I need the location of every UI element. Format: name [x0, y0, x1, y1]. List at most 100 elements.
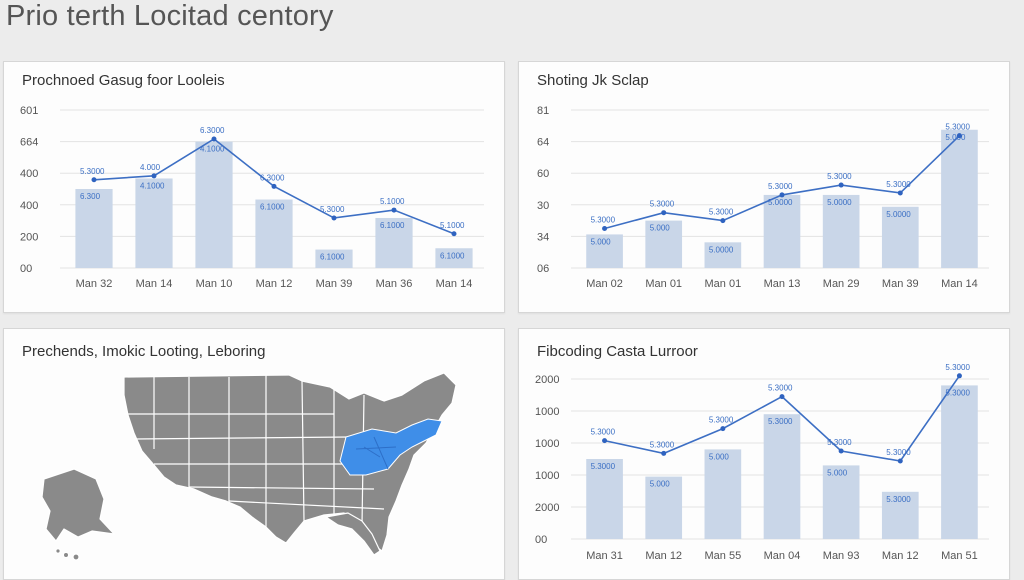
x-tick-label: Man 12: [645, 550, 682, 562]
bar-data-label: 5.000: [591, 237, 612, 246]
y-tick-label: 1000: [535, 406, 559, 418]
x-tick-label: Man 01: [645, 278, 682, 290]
bar-data-label: 5.3000: [886, 495, 911, 504]
point-data-label: 5.1000: [440, 221, 465, 230]
y-tick-label: 2000: [535, 374, 559, 386]
x-tick-label: Man 14: [136, 278, 173, 290]
page-title: Prio terth Locitad centory: [6, 0, 334, 32]
chart-panel-1: Prochnoed Gasug foor Looleis 601 664 400 40…: [3, 61, 505, 313]
x-tick-label: Man 39: [882, 278, 919, 290]
x-tick-label: Man 39: [316, 278, 353, 290]
bar[interactable]: [586, 459, 623, 539]
bar[interactable]: [763, 414, 801, 539]
x-tick-label: Man 32: [76, 278, 113, 290]
bar[interactable]: [941, 385, 978, 539]
point-data-label: 5.3000: [591, 428, 616, 437]
point-data-label: 5.3000: [945, 123, 970, 132]
bar[interactable]: [645, 476, 683, 539]
y-tick-label: 400: [20, 168, 38, 180]
line-point[interactable]: [720, 426, 726, 432]
chart-title: Prochnoed Gasug foor Looleis: [22, 72, 225, 89]
line-point[interactable]: [779, 394, 785, 400]
bar[interactable]: [704, 449, 742, 539]
point-data-label: 5.3000: [945, 363, 970, 372]
line-point[interactable]: [91, 177, 97, 183]
x-tick-label: Man 12: [256, 278, 293, 290]
bar-data-label: 5.000: [709, 452, 730, 461]
bar-data-label: 5.000: [945, 133, 966, 142]
bar[interactable]: [315, 249, 353, 268]
line-point[interactable]: [897, 190, 903, 196]
y-tick-label: 1000: [535, 438, 559, 450]
x-tick-label: Man 01: [705, 278, 742, 290]
y-tick-label: 64: [537, 137, 549, 149]
bar[interactable]: [375, 217, 413, 268]
map-panel: Prechends, Imokic Looting, Leboring: [3, 328, 505, 580]
line-point[interactable]: [956, 373, 962, 379]
bar-data-label: 5.000: [827, 468, 848, 477]
line-point[interactable]: [720, 218, 726, 224]
bar[interactable]: [704, 242, 742, 268]
bar-data-label: 5.3000: [945, 388, 970, 397]
chart-1: 601 664 400 400 200 00 6.300 4.1000 4.1000 6.1000…: [20, 105, 484, 290]
bar-data-label: 5.3000: [768, 417, 793, 426]
bar-data-label: 4.1000: [200, 145, 225, 154]
bar[interactable]: [75, 189, 113, 268]
point-data-label: 5.3000: [827, 172, 852, 181]
line-point[interactable]: [451, 231, 457, 237]
chart-title: Shoting Jk Sclap: [537, 72, 649, 89]
bar-data-label: 5.000: [650, 224, 671, 233]
y-tick-label: 60: [537, 168, 549, 180]
chart-panel-2: Shoting Jk Sclap 81 64 60 30 34 06 5.000 5.000 5…: [518, 61, 1010, 313]
bar[interactable]: [941, 129, 978, 268]
line-point[interactable]: [602, 226, 608, 231]
point-data-label: 6.3000: [260, 173, 285, 182]
line-point[interactable]: [602, 438, 608, 444]
y-tick-label: 30: [537, 200, 549, 212]
x-tick-label: Man 04: [764, 550, 801, 562]
y-tick-label: 81: [537, 105, 549, 117]
point-data-label: 4.000: [140, 163, 161, 172]
bar[interactable]: [435, 248, 473, 268]
line-point[interactable]: [391, 207, 397, 213]
line-point[interactable]: [838, 448, 844, 454]
line-point[interactable]: [956, 133, 962, 139]
y-tick-label: 1000: [535, 470, 559, 482]
y-tick-label: 400: [20, 200, 38, 212]
us-map-icon[interactable]: [4, 329, 504, 579]
line-point[interactable]: [779, 192, 785, 198]
y-tick-label: 00: [535, 534, 547, 546]
line-point[interactable]: [151, 173, 157, 179]
point-data-label: 5.3000: [709, 416, 734, 425]
bar[interactable]: [881, 206, 919, 268]
x-tick-label: Man 13: [764, 278, 801, 290]
bar[interactable]: [822, 194, 860, 268]
y-tick-label: 200: [20, 231, 38, 243]
line-point[interactable]: [661, 450, 667, 456]
bar[interactable]: [763, 194, 801, 268]
bar-data-label: 5.3000: [591, 462, 616, 471]
line-point[interactable]: [838, 182, 844, 188]
bar[interactable]: [586, 234, 623, 268]
line-point[interactable]: [271, 183, 277, 189]
bar[interactable]: [195, 141, 233, 268]
bar[interactable]: [881, 491, 919, 539]
point-data-label: 5.1000: [380, 197, 405, 206]
bar[interactable]: [645, 220, 683, 268]
bar[interactable]: [135, 178, 173, 268]
y-tick-label: 601: [20, 105, 38, 117]
chart-3: 2000 1000 1000 1000 2000 00 5.3000 5.000 5.000 5.…: [535, 363, 989, 562]
line-point[interactable]: [661, 210, 667, 216]
line-point[interactable]: [211, 136, 217, 142]
bar[interactable]: [822, 465, 860, 539]
x-tick-label: Man 10: [196, 278, 233, 290]
point-data-label: 5.3000: [886, 180, 911, 189]
x-tick-label: Man 55: [705, 550, 742, 562]
bar[interactable]: [255, 199, 293, 268]
x-tick-label: Man 14: [941, 278, 978, 290]
bar-data-label: 4.1000: [140, 181, 165, 190]
y-tick-label: 34: [537, 231, 549, 243]
point-data-label: 5.3000: [709, 208, 734, 217]
line-point[interactable]: [897, 458, 903, 464]
line-point[interactable]: [331, 215, 337, 221]
